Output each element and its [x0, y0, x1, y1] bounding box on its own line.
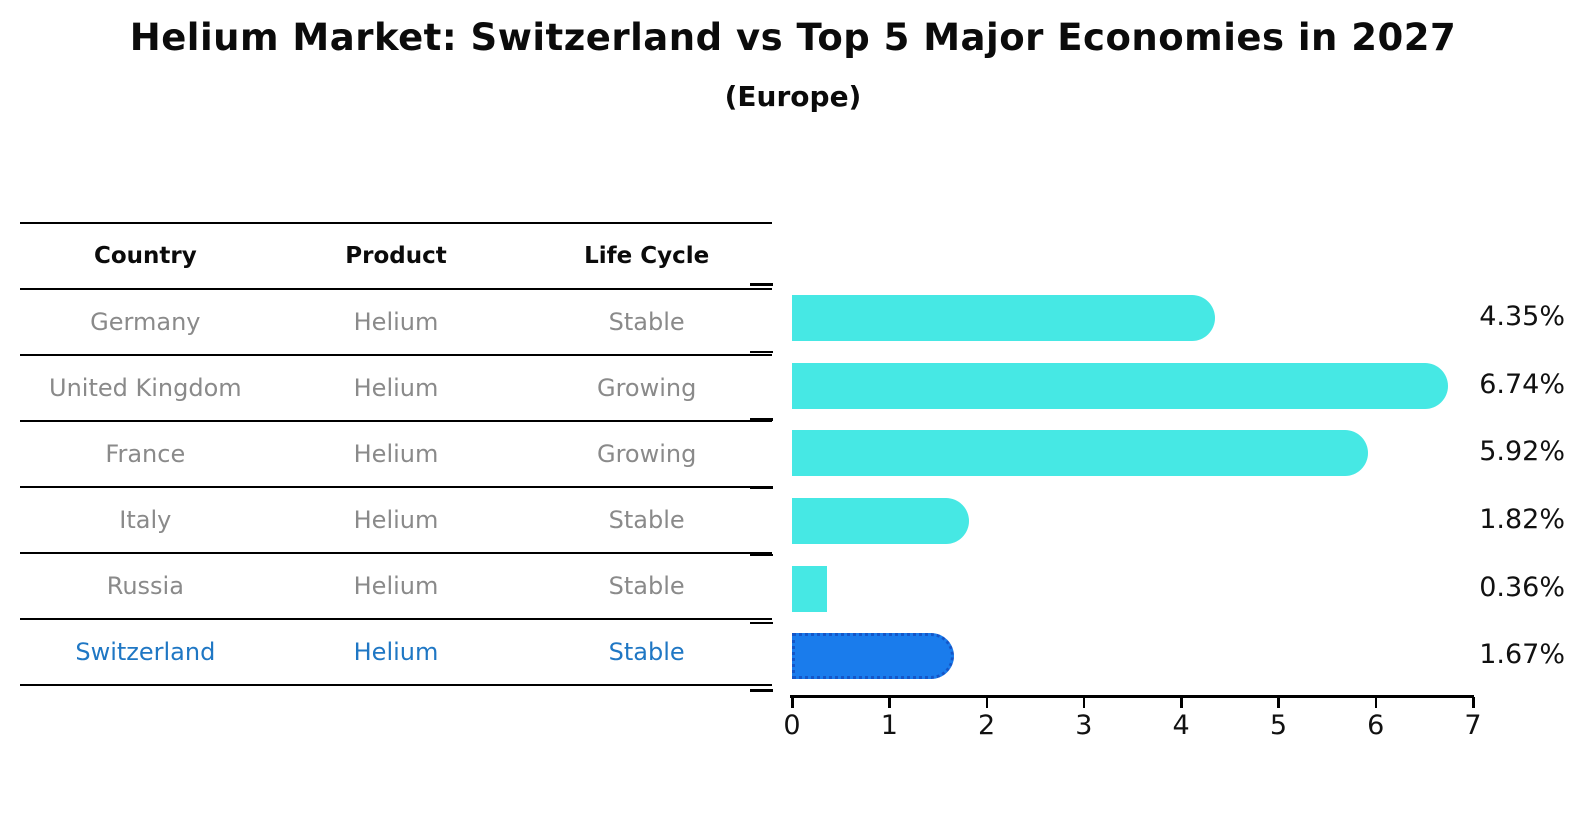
cell-country: Germany: [90, 308, 201, 336]
cell-country: United Kingdom: [49, 374, 242, 402]
chart-title: Helium Market: Switzerland vs Top 5 Majo…: [129, 16, 1457, 59]
cell-country: Switzerland: [75, 638, 216, 666]
cell-product: Helium: [353, 638, 439, 666]
table-row: Switzerland Helium Stable: [20, 620, 772, 686]
y-axis-tick: [750, 350, 773, 354]
bar-switzerland: [792, 633, 955, 680]
x-axis-tick: [1082, 697, 1086, 708]
column-header-country: Country: [93, 243, 197, 269]
value-label: 0.36%: [1479, 571, 1565, 603]
cell-lifecycle: Stable: [608, 572, 685, 600]
cell-country: Russia: [106, 572, 184, 600]
bar-russia: [792, 565, 828, 612]
y-axis-tick: [750, 553, 773, 557]
value-label: 5.92%: [1479, 436, 1565, 468]
table-row: Italy Helium Stable: [20, 488, 772, 554]
cell-lifecycle: Stable: [608, 308, 685, 336]
cell-product: Helium: [353, 308, 439, 336]
table-body: Germany Helium Stable United Kingdom Hel…: [20, 290, 772, 686]
cell-lifecycle: Stable: [608, 506, 685, 534]
bar-germany: [792, 294, 1216, 341]
cell-product: Helium: [353, 506, 439, 534]
y-axis-tick: [750, 621, 773, 624]
value-label: 1.67%: [1479, 639, 1565, 671]
table-row: United Kingdom Helium Growing: [20, 356, 772, 422]
table-header-row: Country Product Life Cycle: [20, 224, 772, 290]
table-row: France Helium Growing: [20, 422, 772, 488]
y-axis-tick: [750, 689, 773, 692]
y-axis-tick: [750, 418, 773, 421]
x-axis-tick-label: 0: [783, 710, 801, 741]
cell-lifecycle: Growing: [596, 374, 697, 402]
x-axis-tick-label: 3: [1075, 710, 1093, 741]
cell-lifecycle: Stable: [608, 638, 685, 666]
cell-country: France: [105, 440, 186, 468]
cell-product: Helium: [353, 374, 439, 402]
bar-france: [792, 430, 1368, 477]
bar-united-kingdom: [792, 362, 1448, 409]
x-axis-tick: [888, 697, 891, 708]
cell-country: Italy: [119, 506, 172, 534]
x-axis-tick-label: 7: [1464, 710, 1482, 741]
column-header-product: Product: [345, 243, 447, 269]
value-label: 1.82%: [1479, 503, 1565, 535]
x-axis-tick-label: 5: [1269, 710, 1288, 741]
x-axis-tick: [791, 697, 794, 708]
x-axis-tick-label: 1: [880, 710, 898, 741]
x-axis-tick: [985, 697, 989, 708]
chart-subtitle: (Europe): [724, 80, 862, 113]
x-axis-line: [790, 695, 1474, 698]
y-axis-tick: [750, 283, 773, 286]
column-header-lifecycle: Life Cycle: [584, 243, 710, 269]
value-label: 4.35%: [1479, 300, 1565, 332]
table-row: Russia Helium Stable: [20, 554, 772, 620]
table-row: Germany Helium Stable: [20, 290, 772, 356]
cell-product: Helium: [353, 572, 439, 600]
x-axis-tick-label: 6: [1367, 710, 1385, 741]
y-axis-tick: [750, 486, 773, 489]
x-axis-tick: [1374, 697, 1378, 708]
x-axis-tick: [1472, 697, 1475, 708]
cell-lifecycle: Growing: [596, 440, 697, 468]
x-axis-tick: [1180, 697, 1183, 708]
x-axis-tick: [1277, 697, 1280, 708]
value-label: 6.74%: [1479, 368, 1565, 400]
country-table: Country Product Life Cycle Germany Heliu…: [20, 222, 772, 686]
bar-italy: [792, 497, 970, 544]
x-axis-tick-label: 4: [1172, 710, 1190, 741]
x-axis-tick-label: 2: [977, 710, 996, 741]
cell-product: Helium: [353, 440, 439, 468]
